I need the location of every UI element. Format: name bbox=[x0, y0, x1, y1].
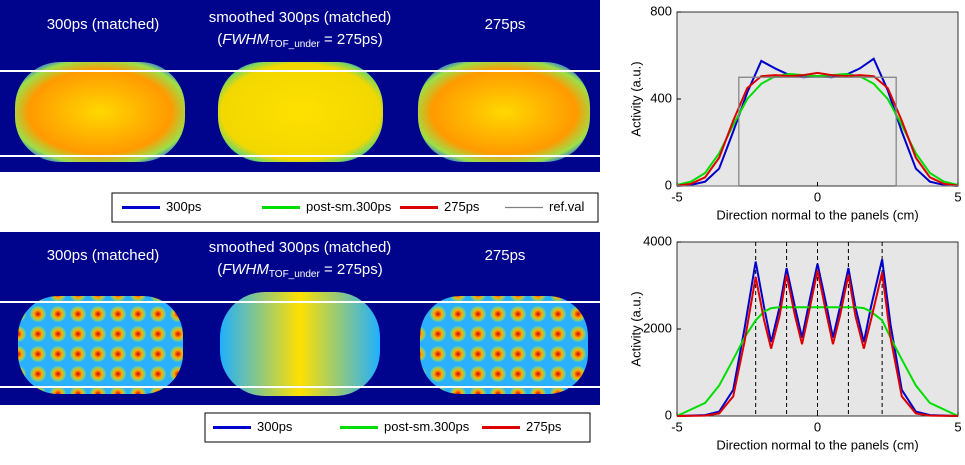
note-part: FWHM bbox=[222, 261, 269, 278]
plot-area bbox=[676, 11, 959, 187]
series-line bbox=[676, 306, 959, 417]
image-blob bbox=[18, 296, 183, 394]
legend-box bbox=[111, 192, 599, 223]
x-tick-label: 5 bbox=[954, 189, 961, 204]
y-tick-label: 400 bbox=[650, 90, 672, 105]
y-tick-label: 800 bbox=[650, 3, 672, 18]
legend-label: 300ps bbox=[166, 199, 202, 214]
image-blob bbox=[15, 62, 185, 162]
y-tick-label: 4000 bbox=[643, 233, 672, 248]
image-panel: 300ps (matched) smoothed 300ps (matched)… bbox=[0, 232, 600, 405]
note-part: TOF_under bbox=[269, 269, 321, 280]
x-tick-label: -5 bbox=[671, 419, 683, 434]
x-tick-label: 0 bbox=[814, 419, 821, 434]
y-axis-label: Activity (a.u.) bbox=[628, 291, 643, 366]
panel-label: 300ps (matched) bbox=[47, 247, 160, 264]
series-line bbox=[676, 71, 959, 187]
panel-note: (FWHMTOF_under = 275ps) bbox=[217, 261, 383, 280]
legend-label: post-sm.300ps bbox=[384, 419, 470, 434]
x-tick-label: 0 bbox=[814, 189, 821, 204]
y-tick-label: 0 bbox=[665, 407, 672, 422]
y-tick-label: 0 bbox=[665, 177, 672, 192]
note-part: ( bbox=[217, 31, 222, 48]
x-axis-label: Direction normal to the panels (cm) bbox=[716, 207, 918, 222]
image-blob bbox=[418, 62, 590, 162]
panel-label: smoothed 300ps (matched) bbox=[209, 239, 392, 256]
panel-label: smoothed 300ps (matched) bbox=[209, 9, 392, 26]
legend-label: 275ps bbox=[444, 199, 480, 214]
image-blob bbox=[220, 292, 380, 396]
image-blob bbox=[420, 296, 588, 394]
x-tick-label: -5 bbox=[671, 189, 683, 204]
legend-label: 275ps bbox=[526, 419, 562, 434]
image-panel: 300ps (matched) smoothed 300ps (matched)… bbox=[0, 0, 600, 172]
series-line bbox=[677, 76, 958, 187]
y-axis-label: Activity (a.u.) bbox=[628, 61, 643, 136]
x-axis-label: Direction normal to the panels (cm) bbox=[716, 437, 918, 452]
note-part: ( bbox=[217, 261, 222, 278]
panel-label: 300ps (matched) bbox=[47, 16, 160, 33]
y-tick-label: 2000 bbox=[643, 320, 672, 335]
image-blob bbox=[218, 62, 383, 162]
panel-label: 275ps bbox=[485, 247, 526, 264]
legend-label: ref.val bbox=[549, 199, 585, 214]
series-line bbox=[676, 259, 959, 417]
legend-box bbox=[204, 412, 591, 443]
legend-label: 300ps bbox=[257, 419, 293, 434]
x-tick-label: 5 bbox=[954, 419, 961, 434]
note-part: TOF_under bbox=[269, 39, 321, 50]
note-part: = 275ps) bbox=[320, 31, 383, 48]
panel-note: (FWHMTOF_under = 275ps) bbox=[217, 31, 383, 50]
note-part: FWHM bbox=[222, 31, 269, 48]
legend-label: post-sm.300ps bbox=[306, 199, 392, 214]
note-part: = 275ps) bbox=[320, 261, 383, 278]
series-line bbox=[676, 270, 959, 417]
panel-label: 275ps bbox=[485, 16, 526, 33]
